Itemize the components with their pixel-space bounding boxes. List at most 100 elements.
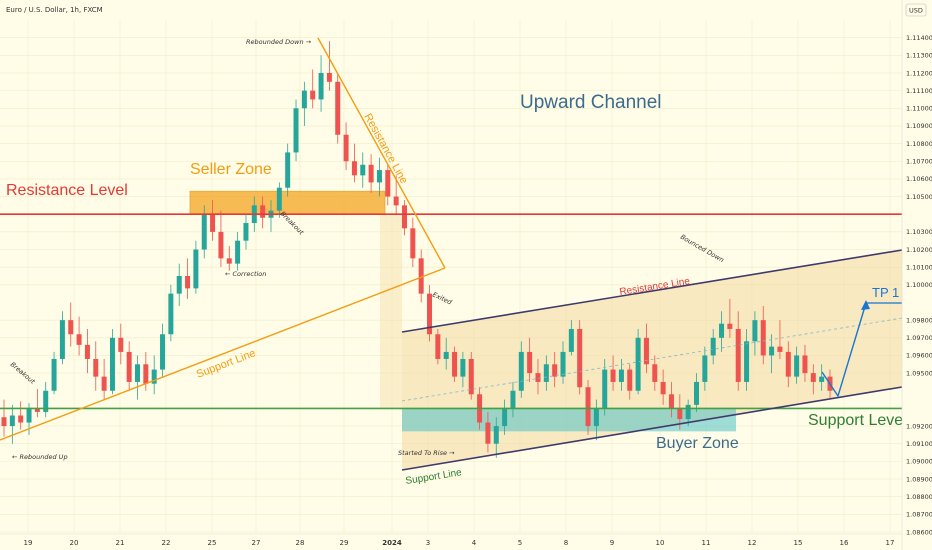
y-tick-label: 1.11300 <box>906 52 932 60</box>
seller-zone-label: Seller Zone <box>190 161 272 178</box>
candle-body <box>18 415 24 423</box>
candle-body <box>602 369 608 409</box>
x-tick-label: 5 <box>518 539 522 547</box>
candle-body <box>427 293 433 335</box>
y-tick-label: 1.09100 <box>906 440 932 448</box>
candle-body <box>460 358 466 377</box>
projection-arrow <box>861 300 870 310</box>
y-tick-label: 1.09800 <box>906 316 932 324</box>
candle-body <box>43 390 49 412</box>
candle-body <box>552 364 558 377</box>
candle-body <box>618 369 624 382</box>
candle-body <box>685 404 691 420</box>
candle-body <box>210 214 216 232</box>
x-tick-label: 3 <box>426 539 430 547</box>
candle-body <box>134 364 140 382</box>
candle-body <box>68 320 74 335</box>
candle-body <box>243 223 249 241</box>
x-tick-label: 21 <box>116 539 125 547</box>
candle-body <box>151 369 157 384</box>
ann-rebounded-down: Rebounded Down → <box>246 38 312 46</box>
candle-body <box>168 293 174 335</box>
y-tick-label: 1.10800 <box>906 140 932 148</box>
candle-body <box>276 187 282 211</box>
candle-body <box>318 72 324 100</box>
support-level-label: Support Level <box>808 412 907 429</box>
candle-body <box>326 72 332 82</box>
candle-body <box>9 415 15 427</box>
candle-body <box>226 258 232 264</box>
candle-body <box>568 328 574 352</box>
y-axis: 1.11400 1.11300 1.11200 1.11100 1.11000 1.109… <box>901 0 932 550</box>
candle-body <box>518 351 524 391</box>
candle-body <box>744 341 750 382</box>
ann-correction: ← Correction <box>225 270 266 278</box>
candle-body <box>502 408 508 427</box>
channel-resistance-line <box>401 249 903 333</box>
candle-body <box>485 422 491 444</box>
candle-body <box>643 337 649 365</box>
candle-body <box>493 426 499 444</box>
resistance-level-label: Resistance Level <box>6 182 128 199</box>
candle-body <box>660 381 666 395</box>
candle-body <box>376 170 382 183</box>
x-tick-label: 11 <box>702 539 711 547</box>
upward-channel-label: Upward Channel <box>520 92 662 113</box>
candle-body <box>727 323 733 329</box>
resistance-line-diagonal <box>317 37 446 269</box>
tp-label: TP 1 <box>872 285 899 300</box>
channel-midline <box>401 317 903 402</box>
candle-body <box>201 214 207 250</box>
candle-body <box>293 108 299 153</box>
candle-body <box>34 408 40 412</box>
candle-body <box>635 337 641 391</box>
candle-body <box>560 351 566 377</box>
candle-body <box>335 81 341 135</box>
candle-body <box>360 164 366 176</box>
x-tick-label: 8 <box>564 539 568 547</box>
y-axis-bg <box>902 0 932 550</box>
candle-body <box>126 351 132 382</box>
candle-body <box>810 373 816 382</box>
candle-body <box>652 364 658 382</box>
x-tick-label: 28 <box>296 539 305 547</box>
gap-fill <box>380 214 402 409</box>
currency-badge[interactable]: USD <box>905 3 927 17</box>
x-tick-label: 25 <box>208 539 217 547</box>
x-tick-label: 22 <box>162 539 171 547</box>
candle-body <box>668 394 674 409</box>
ann-started-to-rise: Started To Rise → <box>398 449 455 457</box>
candle-body <box>785 351 791 377</box>
x-tick-label: 15 <box>794 539 803 547</box>
candle-body <box>468 358 474 395</box>
y-tick-label: 1.10600 <box>906 175 932 183</box>
candle-body <box>702 355 708 382</box>
candle-body <box>301 90 307 109</box>
candle-body <box>610 369 616 382</box>
candle-body <box>368 164 374 183</box>
candle-body <box>677 408 683 420</box>
y-tick-label: 1.10900 <box>906 122 932 130</box>
candle-body <box>694 381 700 405</box>
candle-body <box>719 323 725 338</box>
ann-rebounded-up: ← Rebounded Up <box>12 453 68 461</box>
y-tick-label: 1.09200 <box>906 422 932 430</box>
candle-body <box>260 205 266 218</box>
candle-body <box>143 364 149 384</box>
candle-body <box>51 358 57 391</box>
candle-body <box>351 161 357 176</box>
x-tick-label: 29 <box>340 539 349 547</box>
candle-body <box>310 90 316 100</box>
candle-body <box>343 134 349 162</box>
x-tick-label: 12 <box>748 539 757 547</box>
candle-body <box>59 320 65 359</box>
candle-body <box>769 346 775 356</box>
x-axis: 19 20 21 22 25 27 28 29 2024 3 4 5 8 9 10 11 12 15 16 17 <box>0 533 902 547</box>
candle-body <box>401 205 407 229</box>
candle-body <box>819 376 825 382</box>
candle-body <box>418 258 424 294</box>
candle-body <box>185 276 191 289</box>
y-tick-label: 1.08600 <box>906 528 932 536</box>
y-tick-label: 1.09000 <box>906 458 932 466</box>
